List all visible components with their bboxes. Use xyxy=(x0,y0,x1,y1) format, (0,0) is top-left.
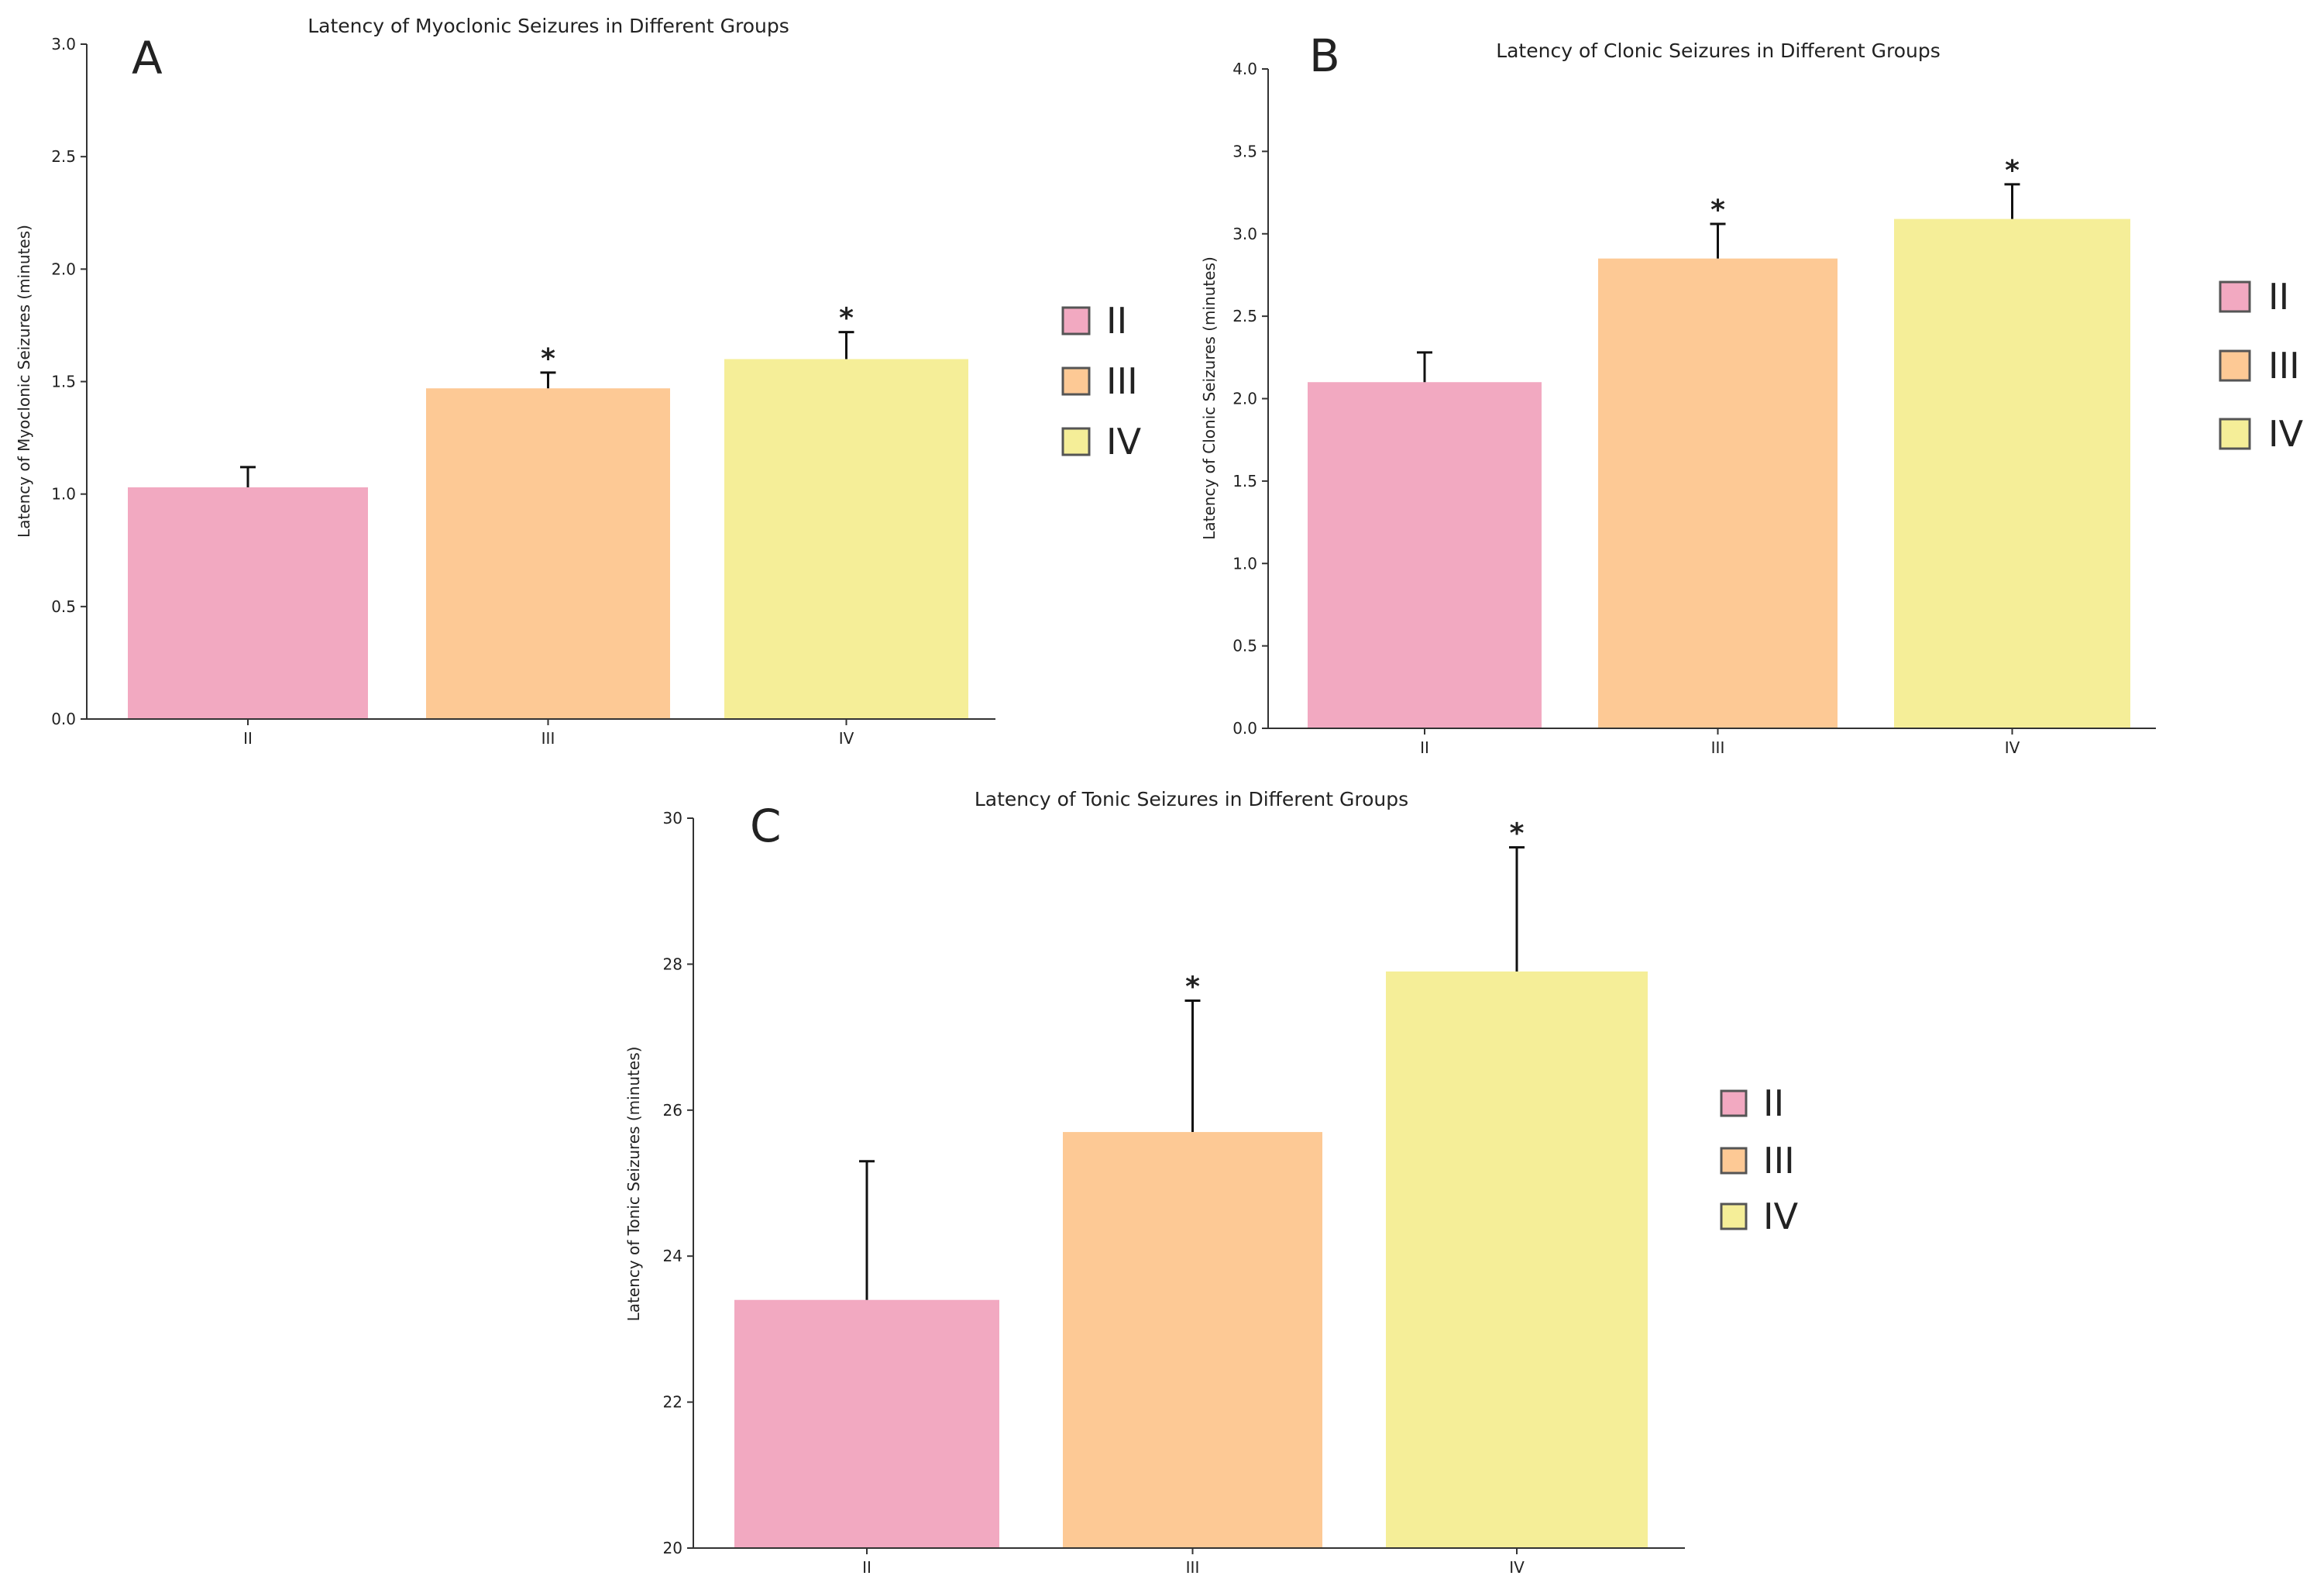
y-tick-label: 0.0 xyxy=(51,710,76,728)
y-tick-label: 4.0 xyxy=(1232,60,1257,78)
legend-swatch-ii xyxy=(1720,1089,1748,1117)
legend-label-iii: III xyxy=(2268,345,2300,387)
legend-label-iii: III xyxy=(1106,360,1138,402)
x-tick-label: II xyxy=(1420,738,1429,757)
bar-iii xyxy=(1063,1132,1322,1548)
legend-swatch-ii xyxy=(1061,306,1091,335)
significance-marker: * xyxy=(839,303,854,335)
y-tick-label: 0.0 xyxy=(1232,719,1257,738)
significance-marker: * xyxy=(541,343,555,375)
significance-marker: * xyxy=(1510,818,1525,850)
y-tick-label: 2.0 xyxy=(1232,390,1257,408)
bar-iv xyxy=(1894,218,2130,728)
x-tick-label: IV xyxy=(839,729,854,748)
bar-iv xyxy=(724,359,968,719)
legend-label-iv: IV xyxy=(1106,421,1142,463)
y-axis-label: Latency of Tonic Seizures (minutes) xyxy=(624,1047,643,1322)
y-tick-label: 22 xyxy=(663,1393,682,1412)
panel-label: B xyxy=(1309,29,1340,82)
bar-iv xyxy=(1386,971,1648,1548)
legend-swatch-iv xyxy=(2219,418,2251,450)
y-tick-label: 1.5 xyxy=(1232,472,1257,490)
legend-swatch-iv xyxy=(1720,1202,1748,1230)
y-tick-label: 2.5 xyxy=(51,147,76,166)
legend-label-iv: IV xyxy=(1763,1196,1799,1237)
chart-panel-c: Latency of Tonic Seizures in Different G… xyxy=(624,788,1799,1577)
legend-swatch-iii xyxy=(1720,1147,1748,1175)
legend-label-iv: IV xyxy=(2268,413,2304,455)
bar-iii xyxy=(1598,258,1838,729)
legend-label-ii: II xyxy=(1763,1082,1784,1124)
chart-title: Latency of Clonic Seizures in Different … xyxy=(1496,40,1941,62)
bar-ii xyxy=(734,1299,999,1548)
chart-panel-b: Latency of Clonic Seizures in Different … xyxy=(1200,29,2304,757)
panel-label: C xyxy=(750,800,782,852)
x-tick-label: II xyxy=(862,1558,871,1577)
x-tick-label: IV xyxy=(2005,738,2020,757)
y-tick-label: 1.0 xyxy=(1232,554,1257,573)
significance-marker: * xyxy=(1185,972,1200,1003)
y-tick-label: 20 xyxy=(663,1539,682,1557)
legend-swatch-ii xyxy=(2219,280,2251,313)
y-tick-label: 0.5 xyxy=(51,597,76,616)
significance-marker: * xyxy=(2005,155,2020,187)
legend-label-iii: III xyxy=(1763,1140,1795,1182)
legend-swatch-iii xyxy=(1061,366,1091,396)
x-tick-label: IV xyxy=(1509,1558,1525,1577)
y-tick-label: 30 xyxy=(663,809,682,827)
y-tick-label: 24 xyxy=(663,1247,682,1265)
significance-marker: * xyxy=(1710,194,1725,226)
legend-swatch-iii xyxy=(2219,349,2251,382)
y-tick-label: 1.0 xyxy=(51,485,76,504)
y-tick-label: 2.0 xyxy=(51,260,76,278)
legend-label-ii: II xyxy=(1106,300,1127,342)
y-tick-label: 26 xyxy=(663,1101,682,1120)
x-tick-label: III xyxy=(1186,1558,1200,1577)
bar-ii xyxy=(128,487,368,719)
chart-title: Latency of Tonic Seizures in Different G… xyxy=(975,788,1408,810)
legend-label-ii: II xyxy=(2268,276,2289,318)
y-axis-label: Latency of Clonic Seizures (minutes) xyxy=(1200,256,1219,540)
y-axis-label: Latency of Myoclonic Seizures (minutes) xyxy=(15,225,33,538)
x-tick-label: II xyxy=(243,729,253,748)
bar-iii xyxy=(426,388,670,719)
y-tick-label: 28 xyxy=(663,955,682,973)
y-tick-label: 1.5 xyxy=(51,373,76,391)
y-tick-label: 0.5 xyxy=(1232,637,1257,655)
y-tick-label: 2.5 xyxy=(1232,307,1257,325)
legend-swatch-iv xyxy=(1061,427,1091,456)
x-tick-label: III xyxy=(541,729,555,748)
y-tick-label: 3.0 xyxy=(51,35,76,53)
bar-ii xyxy=(1308,382,1542,728)
x-tick-label: III xyxy=(1711,738,1725,757)
y-tick-label: 3.5 xyxy=(1232,142,1257,160)
chart-title: Latency of Myoclonic Seizures in Differe… xyxy=(308,15,789,37)
y-tick-label: 3.0 xyxy=(1232,225,1257,243)
chart-panel-a: Latency of Myoclonic Seizures in Differe… xyxy=(15,15,1142,748)
panel-label: A xyxy=(132,32,163,84)
